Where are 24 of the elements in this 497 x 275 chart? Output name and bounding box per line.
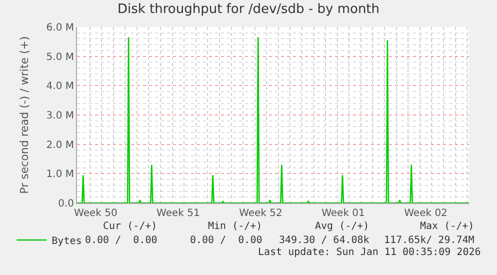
y-tick-label: 6.0 M [46, 22, 74, 34]
text: 117.65k/ 29.74M [384, 235, 474, 246]
text: 349.30 / 64.08k [279, 235, 370, 246]
text: Avg (-/+) [315, 221, 370, 232]
text: Max (-/+) [420, 221, 474, 232]
x-tick-label: Week 50 [74, 208, 118, 219]
text: Last update: Sun Jan 11 00:35:09 2026 [258, 247, 481, 258]
x-tick-label: Week 02 [404, 208, 448, 219]
y-tick-label: 1.0 M [46, 169, 74, 180]
text: Min (-/+) [208, 221, 262, 232]
chart-title: Disk throughput for /dev/sdb - by month [117, 2, 380, 18]
text: 0.00 / 0.00 [85, 235, 158, 246]
legend-label: Bytes [52, 236, 82, 247]
x-tick-label: Week 52 [239, 208, 282, 219]
text: Cur (-/+) [103, 221, 158, 232]
x-tick-label: Week 51 [156, 208, 200, 219]
y-axis-title: Pr second read (-) / write (+) [18, 36, 31, 194]
y-tick-label: 4.0 M [46, 81, 74, 92]
y-tick-label: 0.0 [58, 198, 74, 210]
text: 0.00 / 0.00 [190, 235, 262, 246]
x-tick-label: Week 01 [322, 208, 365, 219]
y-tick-label: 3.0 M [46, 110, 74, 122]
y-tick-label: 5.0 M [46, 52, 74, 63]
y-tick-label: 2.0 M [46, 140, 74, 151]
